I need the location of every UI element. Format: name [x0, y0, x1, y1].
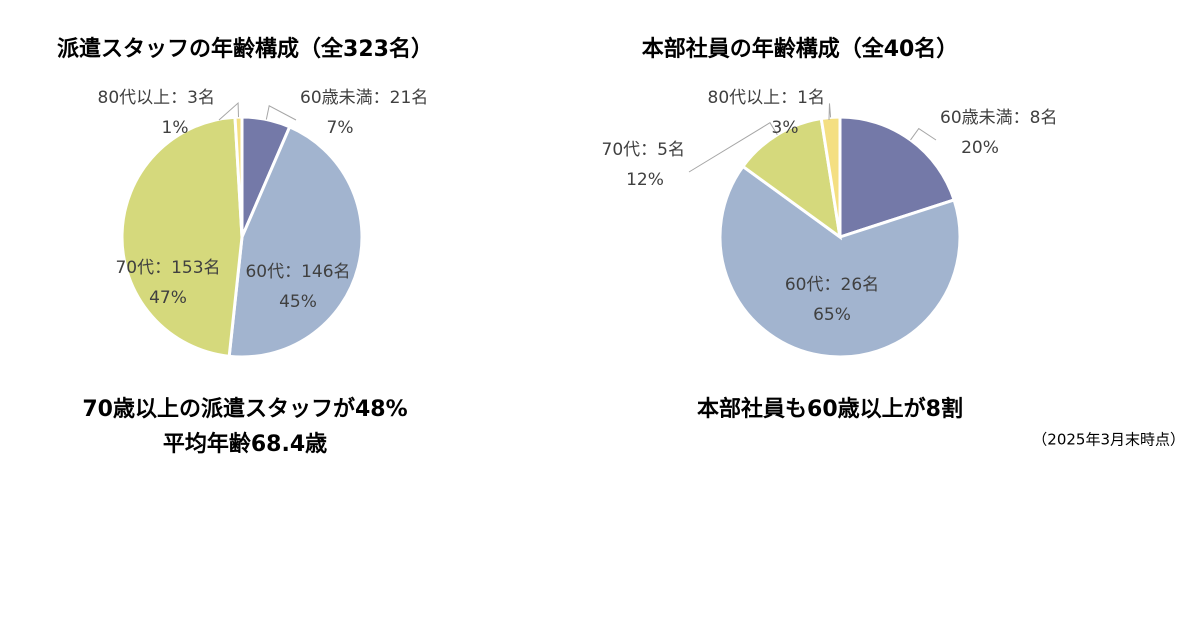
pie-slice	[740, 116, 843, 241]
annotation: （2025年3月末時点）	[1032, 431, 1185, 449]
leader-line	[218, 101, 239, 121]
label-separator: ：	[780, 88, 797, 108]
value-label: 21名	[390, 88, 429, 108]
label-separator: ：	[170, 88, 187, 108]
category-label: 60歳未満	[300, 88, 373, 108]
value-label: 5名	[657, 140, 685, 160]
percent-label: 20%	[961, 138, 999, 158]
percent-label: 3%	[772, 118, 799, 138]
category-label: 70代	[602, 140, 641, 160]
value-label: 8名	[1030, 108, 1058, 128]
percent-label: 45%	[279, 292, 317, 312]
label-separator: ：	[284, 262, 301, 282]
leader-line	[688, 122, 778, 173]
label-separator: ：	[154, 258, 171, 278]
data-label: 60代：146名	[245, 262, 350, 282]
data-label: 70代：153名	[115, 258, 220, 278]
category-label: 80代以上	[98, 88, 171, 108]
value-label: 3名	[187, 88, 215, 108]
annotation: 70歳以上の派遣スタッフが48%	[82, 396, 407, 422]
category-label: 80代以上	[708, 88, 781, 108]
percent-label: 1%	[162, 118, 189, 138]
label-separator: ：	[824, 275, 841, 295]
percent-label: 65%	[813, 305, 851, 325]
category-label: 60代	[245, 262, 284, 282]
percent-label: 7%	[327, 118, 354, 138]
value-label: 146名	[301, 262, 350, 282]
label-separator: ：	[640, 140, 657, 160]
chart-title: 派遣スタッフの年齢構成（全323名）	[57, 36, 433, 62]
annotation: 平均年齢68.4歳	[163, 431, 327, 457]
pie-slice	[838, 115, 957, 240]
label-separator: ：	[1013, 108, 1030, 128]
leader-line	[828, 103, 832, 121]
pie-slice	[120, 115, 244, 358]
data-label: 80代以上：3名	[98, 88, 215, 108]
data-label: 60代：26名	[785, 275, 879, 295]
leader-line	[265, 105, 297, 121]
leader-line	[910, 127, 937, 141]
data-label: 60歳未満：8名	[940, 108, 1057, 128]
data-label: 70代：5名	[602, 140, 685, 160]
data-label: 80代以上：1名	[708, 88, 825, 108]
category-label: 70代	[115, 258, 154, 278]
category-label: 60代	[785, 275, 824, 295]
value-label: 153名	[171, 258, 220, 278]
percent-label: 12%	[626, 170, 664, 190]
label-separator: ：	[373, 88, 390, 108]
annotation: 本部社員も60歳以上が8割	[697, 396, 963, 422]
category-label: 60歳未満	[940, 108, 1013, 128]
pie-slice	[718, 164, 962, 359]
percent-label: 47%	[149, 288, 187, 308]
data-label: 60歳未満：21名	[300, 88, 428, 108]
value-label: 1名	[797, 88, 825, 108]
chart-title: 本部社員の年齢構成（全40名）	[642, 36, 959, 62]
value-label: 26名	[841, 275, 880, 295]
pie-slice	[227, 124, 364, 359]
